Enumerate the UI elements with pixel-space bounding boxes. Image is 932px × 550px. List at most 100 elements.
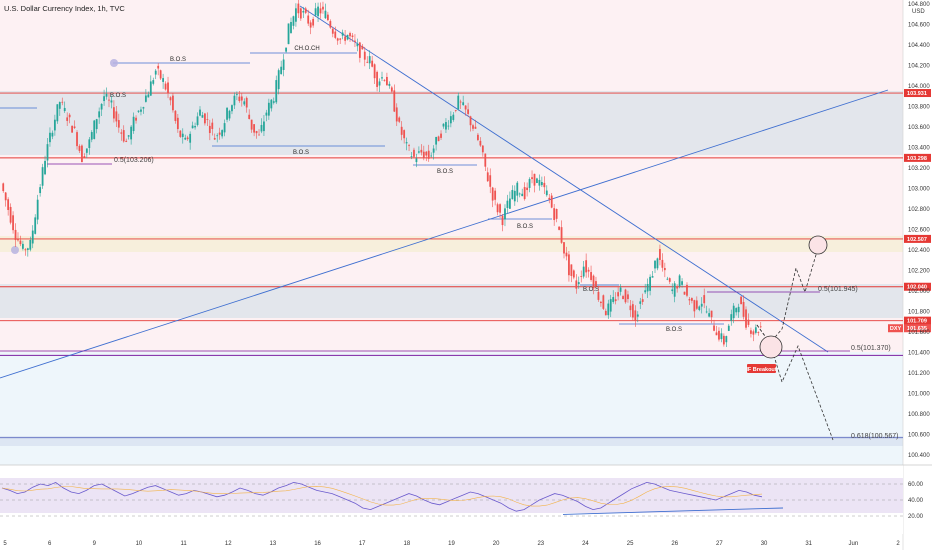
candle-body (484, 153, 487, 167)
candle-body (725, 336, 728, 343)
candle-body (587, 269, 590, 272)
candle-body (243, 101, 246, 105)
candle-body (464, 105, 467, 110)
candle-body (53, 119, 56, 131)
candle-body (668, 278, 671, 282)
bearish-projection (756, 324, 834, 441)
candle-body (176, 117, 179, 130)
bos-label: B.O.S (170, 57, 186, 63)
date-tick-label: 25 (627, 541, 634, 547)
candle-body (4, 192, 7, 201)
candle-body (22, 243, 24, 249)
candle-body (700, 303, 703, 307)
structure-lines: B.O.S B.O.S B.O.S B.O.S B.O.S B.O.S B.O.S CH.O.… (0, 46, 898, 440)
bos-label: B.O.S (110, 93, 126, 99)
candle-body (218, 132, 221, 135)
candle-body (597, 291, 600, 300)
price-axis[interactable] (903, 0, 932, 550)
candle-body (307, 15, 310, 24)
candle-body (263, 121, 265, 132)
candle-body (607, 303, 610, 316)
candle-body (732, 305, 735, 319)
candle-body (103, 96, 105, 102)
candle-body (612, 297, 615, 302)
candle-body (442, 123, 445, 127)
candle-body (504, 208, 506, 220)
date-tick-label: 27 (716, 541, 723, 547)
price-tick-label: 104.200 (908, 63, 930, 69)
candle-body (157, 65, 160, 69)
level-price-tag-label: 103.931 (907, 91, 927, 97)
candle-body (400, 126, 403, 135)
date-tick-label: 10 (136, 541, 143, 547)
candle-body (644, 290, 647, 293)
candle-body (617, 292, 620, 297)
candle-body (253, 124, 256, 133)
candle-body (602, 295, 605, 309)
price-tick-label: 102.000 (908, 289, 930, 295)
candle-body (290, 21, 292, 33)
candle-body (636, 314, 639, 317)
rsi-tick-label: 20.00 (908, 514, 924, 520)
candle-body (427, 150, 430, 159)
candle-body (742, 301, 745, 317)
candle-body (351, 35, 354, 37)
level-price-tag (904, 234, 931, 243)
candle-body (560, 227, 563, 243)
candle-body (577, 282, 580, 285)
candle-body (172, 95, 174, 111)
candle-body (614, 299, 617, 302)
candle-body (108, 99, 110, 101)
candle-body (513, 190, 516, 202)
candle-body (422, 151, 425, 159)
candle-body (479, 140, 482, 146)
candle-body (533, 173, 536, 186)
price-tick-label: 103.200 (908, 166, 930, 172)
candle-body (735, 308, 738, 313)
candle-body (496, 204, 499, 213)
candle-body (78, 145, 81, 151)
date-tick-label: 17 (359, 541, 366, 547)
candle-body (34, 217, 37, 234)
candle-body (511, 189, 514, 200)
candle-body (528, 179, 531, 188)
candle-body (208, 125, 211, 134)
candle-body (17, 239, 19, 241)
candle-body (467, 109, 469, 114)
candle-body (420, 149, 423, 153)
candle-body (398, 117, 401, 122)
candle-body (346, 34, 349, 40)
fib-label: 0.5(103.206) (114, 157, 154, 164)
candle-body (435, 136, 438, 145)
candle-body (354, 40, 356, 42)
candle-body (137, 110, 140, 112)
candle-body (373, 64, 376, 79)
candle-body (324, 10, 327, 19)
candle-body (349, 33, 351, 37)
candle-body (693, 300, 696, 312)
candle-body (745, 309, 747, 328)
price-tick-label: 100.400 (908, 453, 930, 459)
candle-body (282, 59, 285, 70)
candle-body (523, 187, 526, 200)
candle-body (718, 330, 720, 340)
price-tick-label: 102.800 (908, 207, 930, 213)
candle-body (90, 132, 93, 140)
date-tick-label: 24 (582, 541, 589, 547)
candle-body (624, 289, 627, 303)
candle-body (568, 254, 570, 276)
candle-body (582, 266, 585, 277)
candle-body (83, 156, 86, 158)
candle-body (295, 8, 297, 22)
rsi-tick-label: 40.00 (908, 498, 924, 504)
candle-body (521, 193, 524, 197)
candle-body (508, 198, 511, 209)
candle-body (31, 230, 34, 244)
candle-body (378, 81, 381, 86)
candle-body (51, 132, 54, 137)
candle-body (317, 6, 319, 17)
candle-body (703, 295, 706, 304)
candle-body (93, 120, 96, 139)
candle-body (39, 187, 42, 194)
